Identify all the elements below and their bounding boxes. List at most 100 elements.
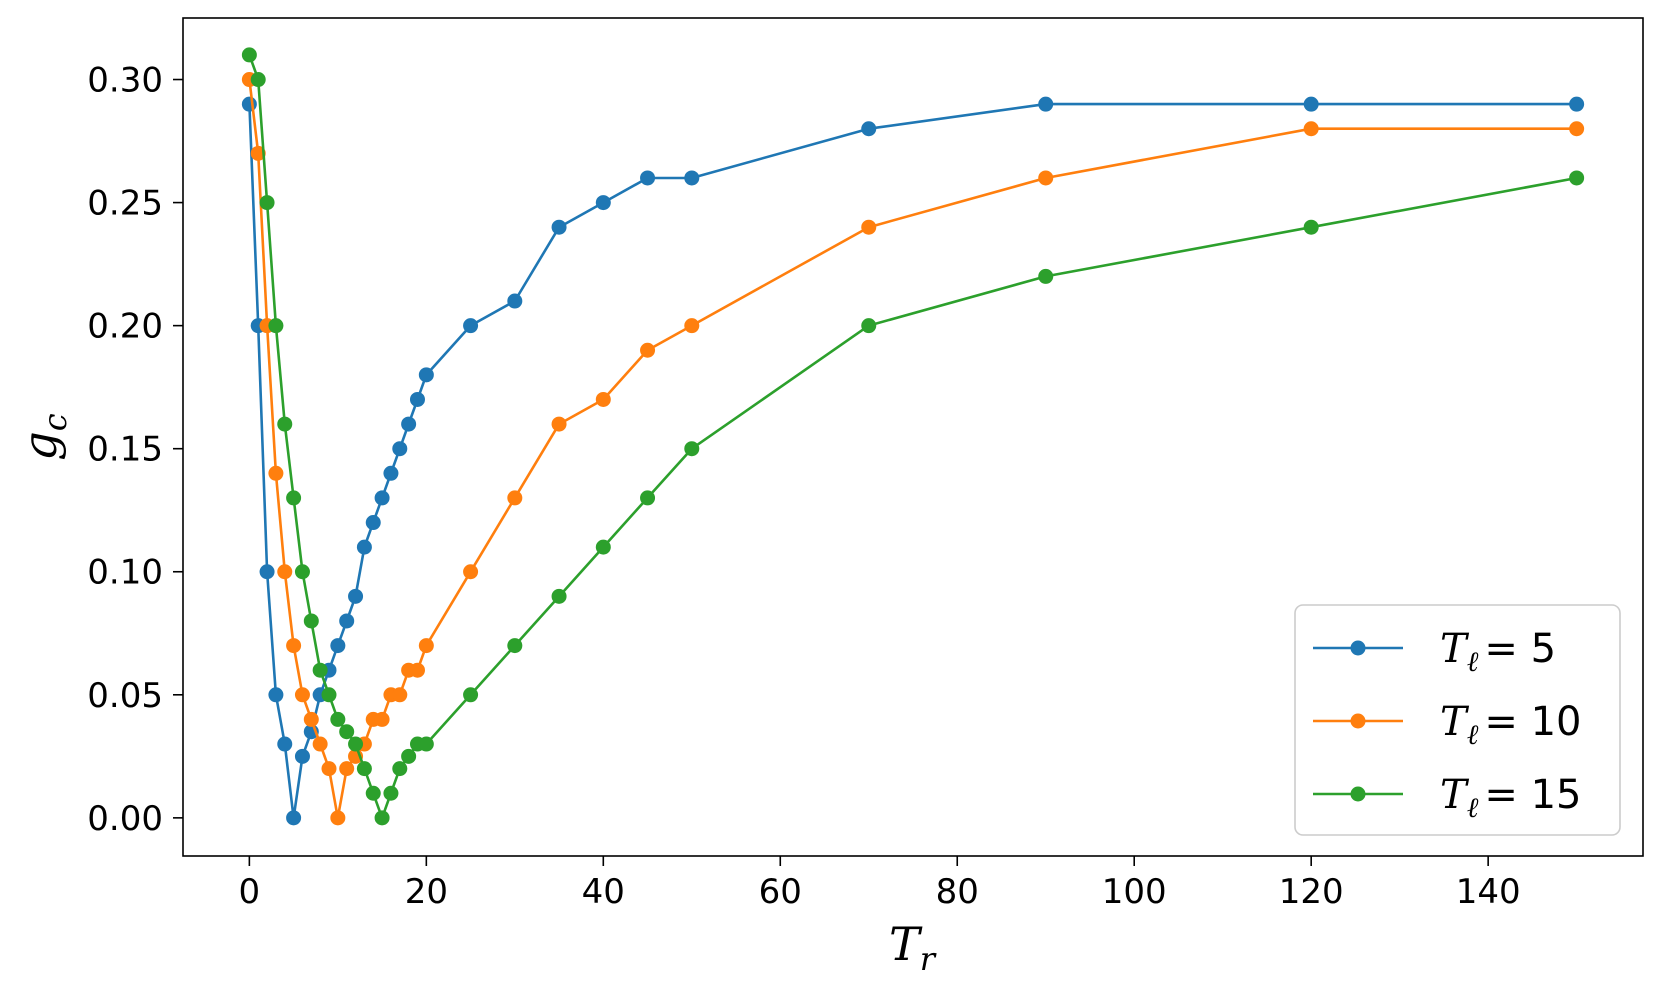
data-point bbox=[374, 490, 390, 506]
data-point bbox=[684, 318, 700, 334]
data-point bbox=[294, 687, 310, 703]
y-tick-label: 0.15 bbox=[87, 430, 163, 470]
data-point bbox=[1303, 96, 1319, 112]
data-point bbox=[1303, 121, 1319, 137]
data-point bbox=[348, 588, 364, 604]
data-point bbox=[303, 613, 319, 629]
data-point bbox=[640, 490, 656, 506]
data-point bbox=[1569, 96, 1585, 112]
data-point bbox=[348, 736, 364, 752]
data-point bbox=[312, 662, 328, 678]
data-point bbox=[1303, 219, 1319, 235]
legend-label: Tℓ = 5 bbox=[1440, 626, 1556, 678]
legend-entry: Tℓ = 15 bbox=[1313, 772, 1582, 824]
data-point bbox=[286, 810, 302, 826]
x-tick-label: 60 bbox=[759, 872, 802, 912]
data-point bbox=[463, 687, 479, 703]
data-point bbox=[268, 318, 284, 334]
data-point bbox=[241, 96, 257, 112]
data-point bbox=[418, 367, 434, 383]
data-point bbox=[277, 736, 293, 752]
data-point bbox=[250, 145, 266, 161]
y-tick-label: 0.10 bbox=[87, 553, 163, 593]
x-tick-label: 20 bbox=[405, 872, 448, 912]
data-point bbox=[321, 687, 337, 703]
data-point bbox=[277, 564, 293, 580]
plot-frame bbox=[182, 17, 1644, 857]
y-tick-label: 0.05 bbox=[87, 676, 163, 716]
data-point bbox=[339, 613, 355, 629]
data-point bbox=[861, 121, 877, 137]
data-point bbox=[321, 761, 337, 777]
x-tick-label: 120 bbox=[1279, 872, 1344, 912]
data-point bbox=[268, 465, 284, 481]
data-point bbox=[1038, 96, 1054, 112]
data-point bbox=[401, 748, 417, 764]
data-point bbox=[640, 170, 656, 186]
data-point bbox=[551, 588, 567, 604]
y-tick-label: 0.00 bbox=[87, 799, 163, 839]
series-3 bbox=[241, 47, 1585, 826]
data-point bbox=[383, 785, 399, 801]
data-point bbox=[418, 638, 434, 654]
data-point bbox=[463, 564, 479, 580]
legend-entries: Tℓ = 5 Tℓ = 10 Tℓ = 15 bbox=[1313, 626, 1582, 824]
y-axis: 0.00 0.05 0.10 0.15 0.20 0.25 0.30 bbox=[87, 61, 183, 839]
y-axis-label: gc bbox=[13, 413, 74, 460]
data-point bbox=[259, 564, 275, 580]
data-point bbox=[392, 441, 408, 457]
legend-marker bbox=[1350, 713, 1366, 729]
data-point bbox=[277, 416, 293, 432]
data-point bbox=[1569, 170, 1585, 186]
data-point bbox=[1038, 170, 1054, 186]
data-point bbox=[339, 761, 355, 777]
x-tick-label: 100 bbox=[1102, 872, 1167, 912]
data-point bbox=[409, 662, 425, 678]
data-point bbox=[294, 564, 310, 580]
data-point bbox=[640, 342, 656, 358]
data-point bbox=[374, 711, 390, 727]
data-point bbox=[365, 515, 381, 531]
data-point bbox=[250, 72, 266, 88]
data-point bbox=[330, 711, 346, 727]
data-point bbox=[861, 318, 877, 334]
legend-entry: Tℓ = 5 bbox=[1313, 626, 1556, 678]
x-tick-label: 140 bbox=[1456, 872, 1521, 912]
data-point bbox=[339, 724, 355, 740]
data-point bbox=[392, 761, 408, 777]
x-tick-label: 80 bbox=[936, 872, 979, 912]
legend-label: Tℓ = 10 bbox=[1440, 699, 1582, 751]
legend-marker bbox=[1350, 640, 1366, 656]
legend-box bbox=[1294, 604, 1621, 836]
data-point bbox=[551, 219, 567, 235]
data-point bbox=[1569, 121, 1585, 137]
data-point bbox=[286, 638, 302, 654]
x-axis-label: Tr bbox=[889, 917, 937, 978]
data-point bbox=[303, 711, 319, 727]
data-point bbox=[365, 785, 381, 801]
x-tick-label: 40 bbox=[582, 872, 625, 912]
data-point bbox=[294, 748, 310, 764]
x-axis: 0 20 40 60 80 100 120 140 bbox=[239, 856, 1521, 912]
data-point bbox=[401, 416, 417, 432]
data-point bbox=[286, 490, 302, 506]
data-point bbox=[507, 293, 523, 309]
data-point bbox=[595, 391, 611, 407]
legend: Tℓ = 5 Tℓ = 10 Tℓ = 15 bbox=[1294, 604, 1621, 836]
data-point bbox=[409, 391, 425, 407]
legend-label: Tℓ = 15 bbox=[1440, 772, 1582, 824]
data-point bbox=[507, 638, 523, 654]
series-1 bbox=[241, 96, 1585, 826]
data-point bbox=[241, 47, 257, 63]
data-point bbox=[684, 441, 700, 457]
data-point bbox=[356, 539, 372, 555]
legend-marker bbox=[1350, 786, 1366, 802]
data-point bbox=[330, 810, 346, 826]
data-point bbox=[356, 761, 372, 777]
data-point bbox=[418, 736, 434, 752]
data-point bbox=[383, 465, 399, 481]
data-point bbox=[268, 687, 284, 703]
data-point bbox=[507, 490, 523, 506]
